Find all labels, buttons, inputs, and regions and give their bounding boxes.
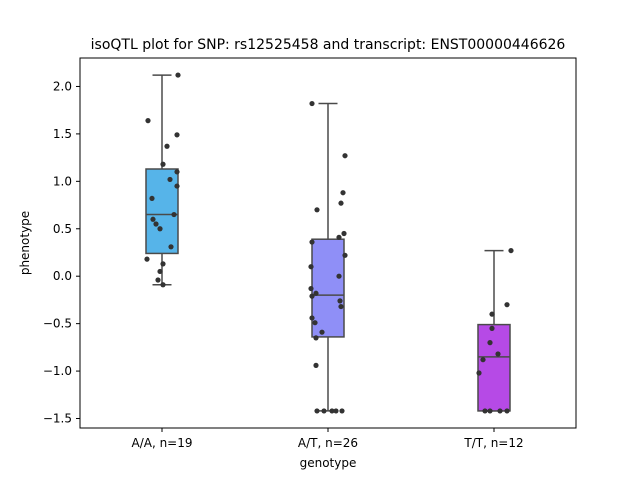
data-point: [497, 408, 503, 414]
data-point: [144, 256, 150, 262]
box-group-1: [308, 100, 348, 414]
box-group-0: [144, 72, 181, 288]
data-point: [487, 340, 493, 346]
x-tick-label: A/T, n=26: [298, 436, 358, 450]
y-tick-label: 0.0: [53, 269, 72, 283]
data-point: [174, 169, 180, 175]
data-point: [508, 247, 514, 254]
chart-title: isoQTL plot for SNP: rs12525458 and tran…: [91, 37, 566, 53]
data-point: [167, 176, 173, 183]
data-point: [174, 183, 180, 189]
y-axis-label: phenotype: [18, 211, 32, 275]
y-tick-label: 1.0: [53, 174, 72, 188]
box-group-2: [476, 247, 514, 414]
data-point: [308, 285, 314, 292]
data-point: [175, 72, 181, 78]
box-iqr: [477, 323, 511, 412]
data-point: [308, 264, 314, 270]
data-point: [495, 351, 501, 357]
data-point: [164, 143, 170, 149]
y-tick-label: −1.0: [43, 364, 72, 378]
x-axis-label: genotype: [300, 456, 357, 470]
y-tick-label: 1.5: [53, 127, 72, 141]
data-point: [321, 408, 327, 414]
data-point: [337, 298, 343, 304]
data-point: [157, 268, 163, 275]
data-point: [309, 100, 315, 107]
data-point: [504, 408, 510, 414]
data-point: [319, 329, 325, 335]
data-point: [333, 408, 339, 414]
data-point: [336, 273, 342, 279]
data-point: [309, 315, 315, 321]
data-point: [480, 357, 486, 363]
data-point: [309, 293, 315, 299]
data-point: [174, 132, 180, 138]
plot-layer: [144, 72, 514, 414]
data-point: [504, 302, 510, 308]
data-point: [309, 239, 315, 245]
data-point: [342, 153, 348, 159]
data-point: [313, 290, 319, 296]
y-tick-label: 2.0: [53, 79, 72, 93]
data-point: [487, 408, 493, 414]
data-point: [153, 221, 159, 227]
y-tick-label: −0.5: [43, 317, 72, 331]
data-point: [313, 362, 319, 368]
data-point: [476, 370, 482, 376]
data-point: [482, 408, 488, 414]
x-tick-label: T/T, n=12: [463, 436, 523, 450]
data-point: [149, 195, 155, 202]
data-point: [313, 335, 319, 341]
box-iqr: [145, 168, 179, 255]
data-point: [160, 161, 166, 167]
x-tick-label: A/A, n=19: [131, 436, 192, 450]
data-point: [171, 211, 177, 218]
data-point: [160, 261, 166, 267]
y-tick-label: −1.5: [43, 412, 72, 426]
data-point: [157, 226, 163, 232]
data-point: [341, 230, 347, 237]
data-point: [339, 408, 345, 414]
y-axis: −1.5 −1.0 −0.5 0.0 0.5 1.0 1.5 2.0: [43, 79, 80, 426]
box-iqr: [311, 238, 345, 338]
data-point: [338, 200, 344, 206]
data-point: [342, 252, 348, 258]
data-point: [329, 408, 335, 414]
data-point: [314, 408, 320, 414]
data-point: [168, 244, 174, 250]
data-point: [338, 303, 344, 310]
y-tick-label: 0.5: [53, 222, 72, 236]
x-axis: A/A, n=19 A/T, n=26 T/T, n=12: [131, 428, 524, 450]
data-point: [312, 320, 318, 326]
data-point: [160, 282, 166, 288]
data-point: [489, 311, 495, 317]
data-point: [155, 277, 161, 283]
data-point: [145, 118, 151, 124]
data-point: [150, 216, 156, 222]
data-point: [489, 325, 495, 331]
data-point: [340, 190, 346, 196]
data-point: [314, 207, 320, 213]
data-point: [336, 234, 342, 240]
